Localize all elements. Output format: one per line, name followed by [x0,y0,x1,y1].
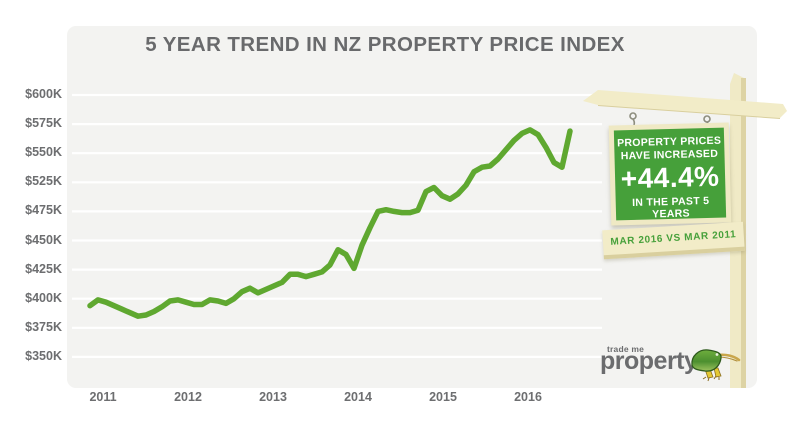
x-axis-label: 2012 [174,390,202,404]
y-axis-label: $400K [25,290,62,305]
y-axis-label: $600K [25,87,62,101]
trademe-wordmark: trade me [607,344,645,354]
y-axis-label: $350K [25,348,62,363]
y-axis-label: $575K [25,116,62,131]
sign-percentage: +44.4% [620,160,720,195]
y-axis-label: $475K [25,203,62,218]
sign-board: PROPERTY PRICES HAVE INCREASED +44.4% IN… [608,122,732,226]
property-wordmark: property [600,347,698,375]
x-axis-label: 2011 [89,390,117,404]
y-axis-label: $425K [25,261,62,276]
x-axis-label: 2015 [429,390,457,404]
y-axis-label: $450K [25,232,62,247]
y-axis-label: $375K [25,319,62,334]
y-axis-label: $550K [25,145,62,160]
x-axis-label: 2014 [344,390,372,404]
sign-board-face: PROPERTY PRICES HAVE INCREASED +44.4% IN… [613,127,727,221]
x-axis-label: 2013 [259,390,287,404]
x-axis-label: 2016 [514,390,542,404]
sign-text-line3: IN THE PAST 5 YEARS [631,194,710,221]
chart-title: 5 YEAR TREND IN NZ PROPERTY PRICE INDEX [145,33,625,56]
y-axis-label: $525K [25,174,62,189]
